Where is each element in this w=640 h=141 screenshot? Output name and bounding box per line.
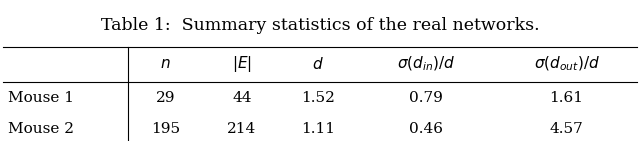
Text: 29: 29 [156,91,175,105]
Text: $|E|$: $|E|$ [232,54,252,74]
Text: 214: 214 [227,122,257,136]
Text: 1.52: 1.52 [301,91,335,105]
Text: 1.11: 1.11 [301,122,335,136]
Text: 1.61: 1.61 [550,91,584,105]
Text: $d$: $d$ [312,56,324,72]
Text: $n$: $n$ [160,57,171,71]
Text: 0.46: 0.46 [409,122,444,136]
Text: Mouse 1: Mouse 1 [8,91,74,105]
Text: 0.79: 0.79 [410,91,444,105]
Text: $\sigma(d_{out})/d$: $\sigma(d_{out})/d$ [534,55,600,73]
Text: 195: 195 [151,122,180,136]
Text: Mouse 2: Mouse 2 [8,122,74,136]
Text: 4.57: 4.57 [550,122,584,136]
Text: Table 1:  Summary statistics of the real networks.: Table 1: Summary statistics of the real … [100,17,540,34]
Text: $\sigma(d_{in})/d$: $\sigma(d_{in})/d$ [397,55,456,73]
Text: 44: 44 [232,91,252,105]
